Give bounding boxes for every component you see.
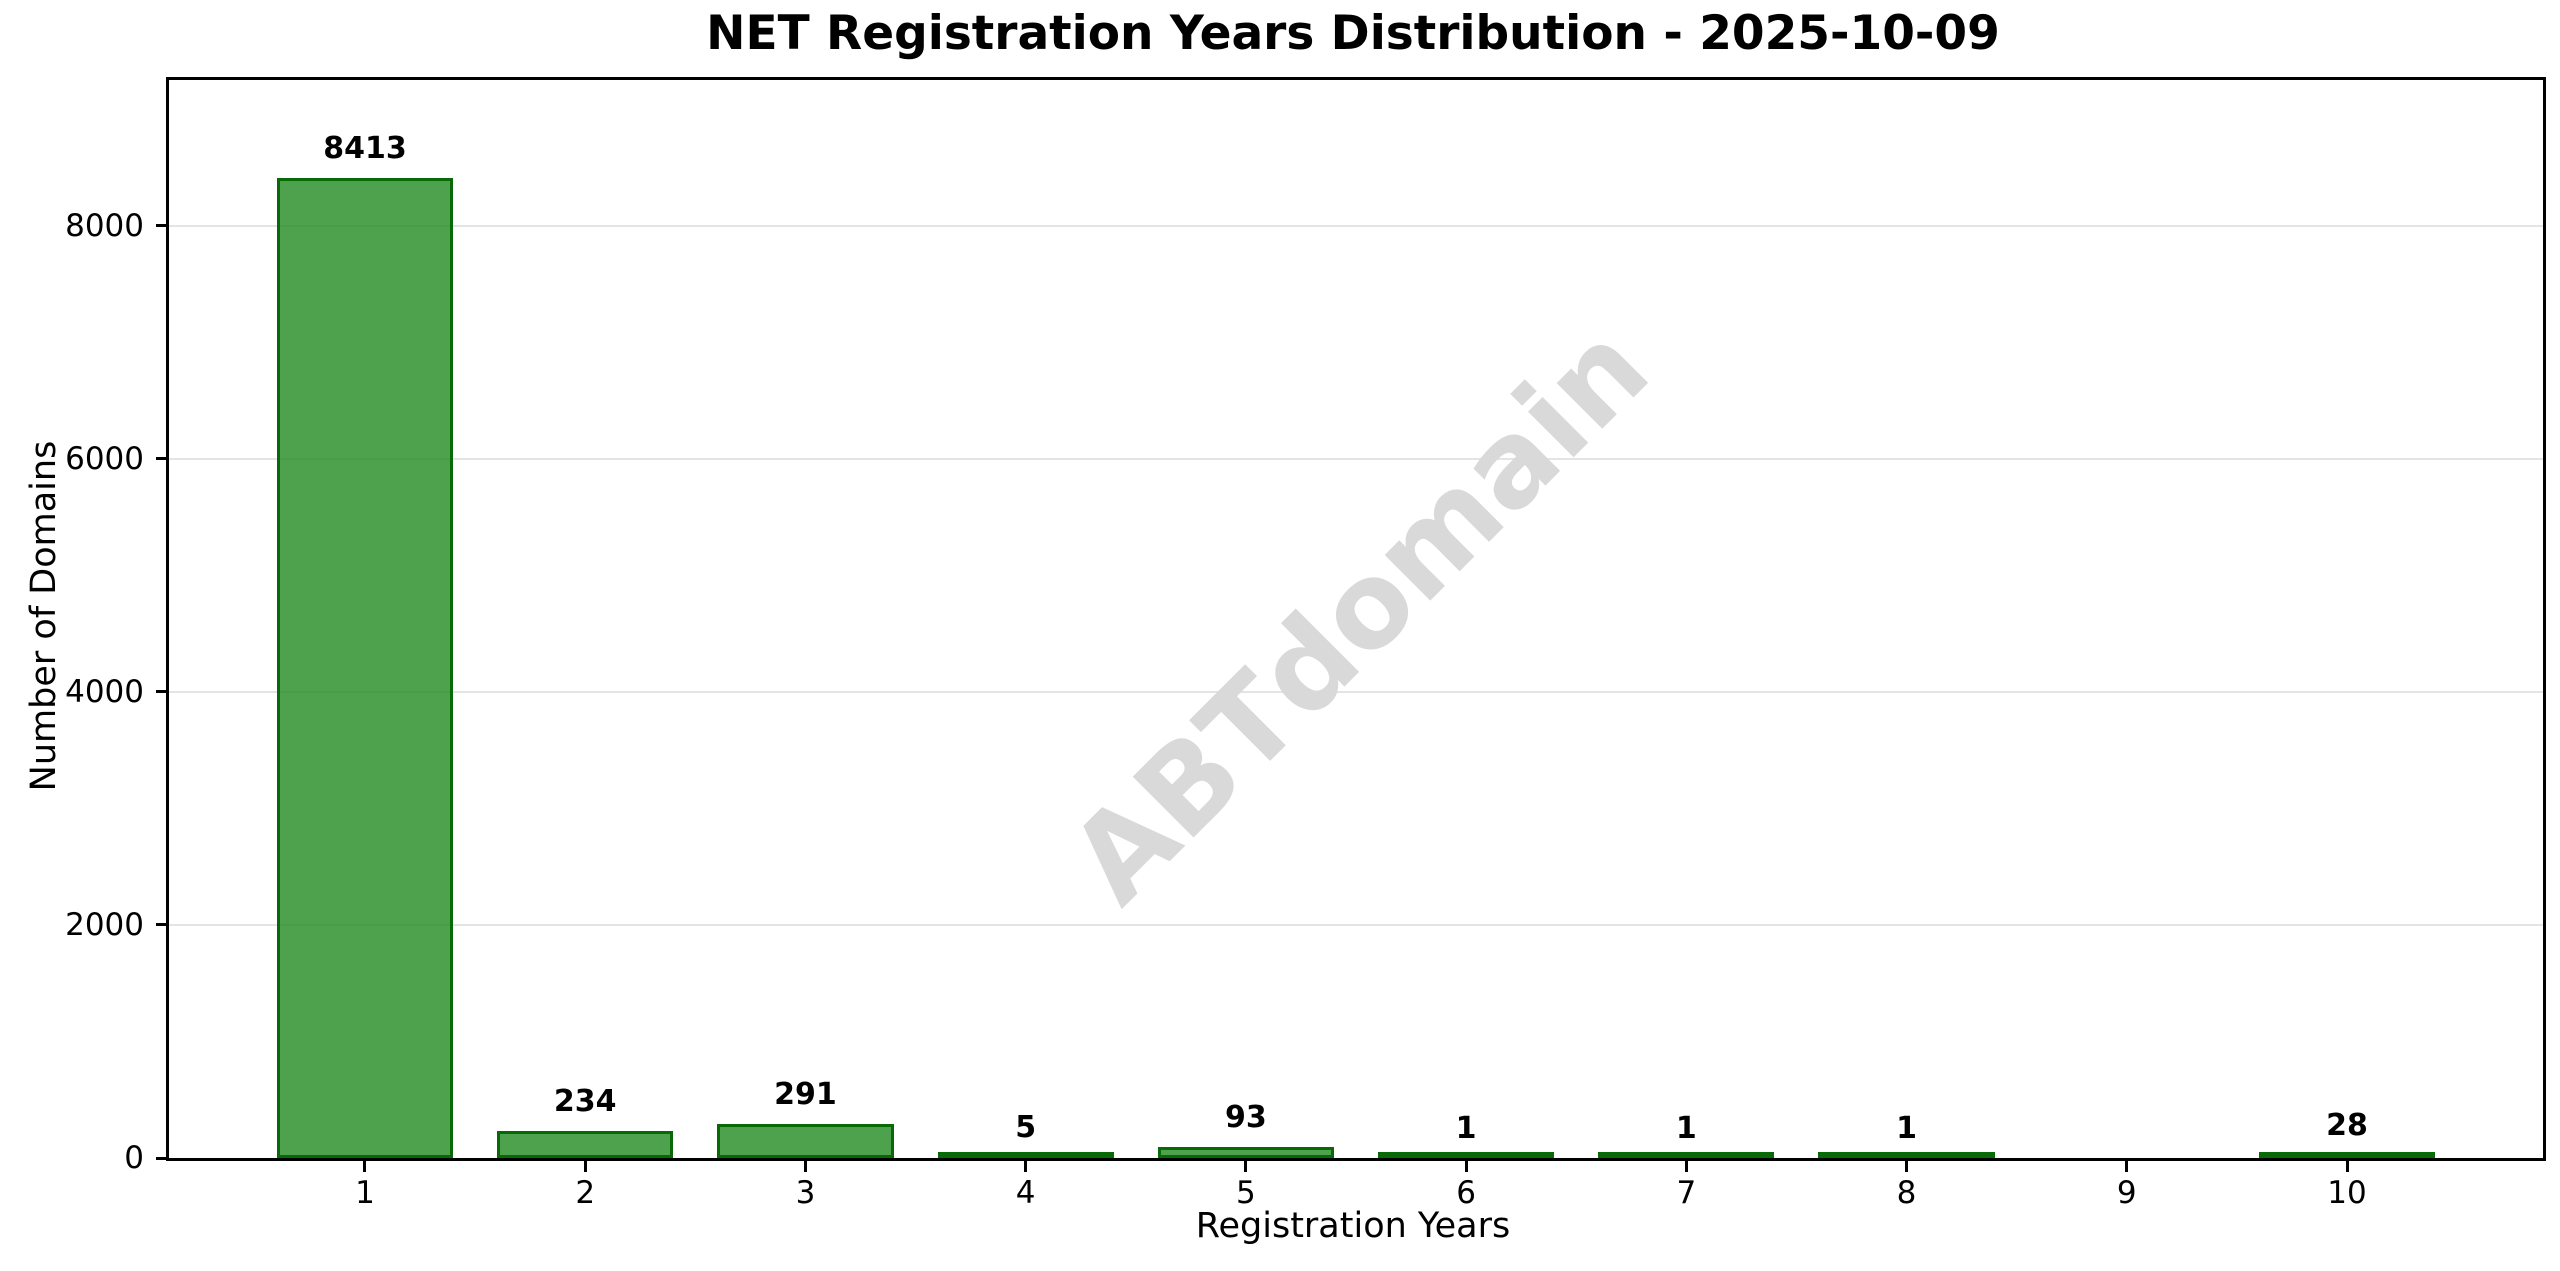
bar-value-label: 1	[1455, 1110, 1477, 1146]
x-tick-label: 1	[355, 1175, 375, 1211]
y-tick-label: 8000	[65, 207, 144, 244]
y-gridline	[169, 923, 2543, 926]
x-tick-mark	[2345, 1161, 2349, 1172]
chart-title: NET Registration Years Distribution - 20…	[706, 6, 2000, 61]
x-tick-mark	[583, 1161, 587, 1172]
x-tick-label: 4	[1015, 1175, 1036, 1211]
y-gridline	[169, 224, 2543, 227]
bar-value-label: 234	[553, 1083, 617, 1119]
x-axis-label: Registration Years	[1195, 1206, 1511, 1246]
bar	[937, 1152, 1114, 1158]
x-tick-mark	[1905, 1161, 1909, 1172]
y-tick-label: 4000	[65, 673, 144, 710]
y-tick-mark	[156, 923, 166, 927]
y-tick-label: 2000	[65, 906, 144, 943]
bar	[497, 1130, 674, 1158]
bar	[717, 1124, 894, 1158]
bar	[276, 177, 454, 1158]
x-tick-label: 8	[1896, 1175, 1917, 1211]
y-tick-label: 6000	[65, 440, 144, 477]
y-gridline	[169, 457, 2543, 460]
x-tick-mark	[1464, 1161, 1468, 1172]
y-tick-mark	[156, 690, 166, 694]
bar-value-label: 291	[774, 1077, 837, 1113]
x-tick-label: 9	[2116, 1175, 2137, 1211]
x-tick-mark	[803, 1161, 807, 1172]
x-tick-label: 7	[1676, 1175, 1697, 1211]
x-tick-mark	[1684, 1161, 1688, 1172]
x-tick-label: 5	[1236, 1175, 1256, 1211]
x-tick-mark	[1024, 1161, 1028, 1172]
bar-value-label: 93	[1225, 1100, 1267, 1136]
x-tick-mark	[2125, 1161, 2129, 1172]
bar-value-label: 28	[2326, 1107, 2368, 1143]
bar-value-label: 5	[1015, 1110, 1037, 1146]
x-tick-mark	[1244, 1161, 1248, 1172]
y-tick-mark	[156, 457, 166, 461]
bar	[2258, 1152, 2436, 1158]
x-tick-label: 3	[795, 1175, 816, 1211]
bar-value-label: 1	[1896, 1110, 1917, 1146]
y-axis-label: Number of Domains	[24, 440, 64, 792]
x-tick-label: 6	[1456, 1175, 1476, 1211]
y-gridline	[169, 690, 2543, 693]
y-tick-label: 0	[124, 1140, 144, 1176]
bar	[1598, 1152, 1775, 1158]
bar	[1818, 1152, 1995, 1158]
x-tick-label: 10	[2327, 1175, 2367, 1211]
bar	[1157, 1147, 1334, 1158]
bar	[1378, 1152, 1555, 1158]
y-tick-mark	[156, 1156, 166, 1160]
bar-value-label: 1	[1675, 1110, 1697, 1146]
bar-value-label: 8413	[323, 130, 407, 166]
plot-area: ABTdomain 0 2000 4000 6000 8000 1 8413 2 234 3 291…	[65, 77, 2546, 1211]
y-tick-mark	[156, 224, 166, 228]
x-tick-mark	[363, 1161, 367, 1172]
watermark-text: ABTdomain	[1043, 298, 1675, 930]
x-tick-label: 2	[575, 1175, 596, 1211]
